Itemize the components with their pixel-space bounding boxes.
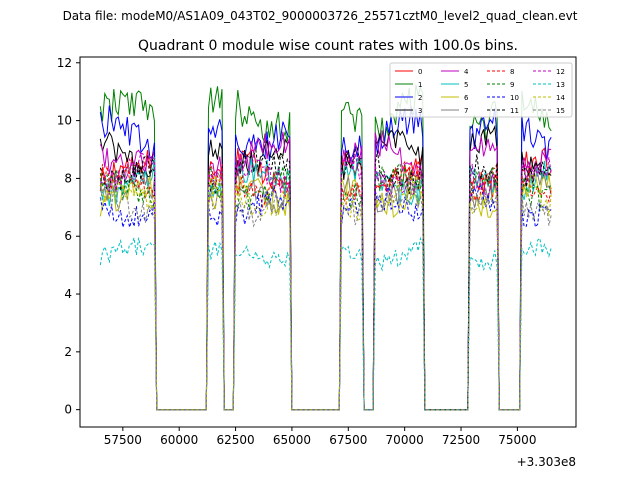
series-line-13 (99, 236, 552, 411)
legend-label-12: 12 (556, 68, 565, 76)
x-offset-label: +3.303e8 (517, 455, 576, 469)
legend-label-13: 13 (556, 81, 565, 89)
legend-label-8: 8 (510, 68, 514, 76)
legend-label-3: 3 (418, 107, 422, 115)
chart-suptitle: Data file: modeM0/AS1A09_043T02_90000037… (63, 9, 578, 23)
x-tick-label: 65000 (273, 433, 311, 447)
y-tick-label: 2 (64, 345, 72, 359)
series-line-0 (99, 147, 552, 411)
x-tick-label: 67500 (329, 433, 367, 447)
y-tick-label: 12 (57, 56, 72, 70)
y-tick-label: 4 (64, 287, 72, 301)
axes-frame (79, 56, 577, 428)
x-axis: 57500 60000 62500 65000 67500 70000 72500 75000 (104, 427, 536, 447)
x-tick-label: 75000 (498, 433, 536, 447)
series-line-6 (99, 174, 552, 411)
legend-label-0: 0 (418, 68, 422, 76)
series-lines (99, 84, 552, 411)
y-axis: 0 2 4 6 8 10 12 (57, 56, 80, 417)
x-tick-label: 72500 (442, 433, 480, 447)
legend-label-2: 2 (418, 94, 422, 102)
x-tick-label: 62500 (216, 433, 254, 447)
series-line-3 (99, 124, 552, 411)
legend-label-15: 15 (556, 107, 565, 115)
plot-area: 57500 60000 62500 65000 67500 70000 72500 75000… (57, 56, 577, 469)
legend-label-9: 9 (510, 81, 514, 89)
legend-label-14: 14 (556, 94, 565, 102)
legend-label-5: 5 (464, 81, 468, 89)
series-line-11 (99, 147, 552, 411)
chart-title: Quadrant 0 module wise count rates with … (138, 38, 518, 54)
y-tick-label: 8 (64, 171, 72, 185)
x-tick-label: 57500 (104, 433, 142, 447)
x-tick-label: 70000 (386, 433, 424, 447)
legend-label-6: 6 (464, 94, 469, 102)
legend-box (389, 62, 573, 118)
legend-label-7: 7 (464, 107, 468, 115)
legend-label-10: 10 (510, 94, 519, 102)
series-line-15 (99, 182, 552, 411)
y-tick-label: 0 (64, 403, 72, 417)
legend-label-1: 1 (418, 81, 422, 89)
series-line-2 (99, 105, 552, 411)
series-line-10 (99, 184, 552, 411)
series-line-14 (99, 174, 552, 411)
y-tick-label: 6 (64, 229, 72, 243)
y-tick-label: 10 (57, 114, 72, 128)
legend-label-11: 11 (510, 107, 519, 115)
series-line-1 (99, 84, 552, 411)
x-tick-label: 60000 (160, 433, 198, 447)
legend-label-4: 4 (464, 68, 469, 76)
